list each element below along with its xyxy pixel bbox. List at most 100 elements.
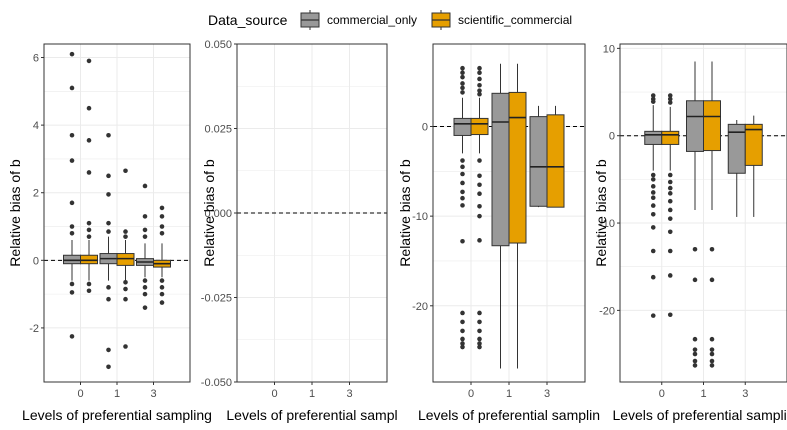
outlier-point	[650, 93, 656, 98]
outlier-point	[123, 234, 128, 239]
x-tick-label: 1	[114, 388, 120, 400]
outlier-point	[477, 336, 482, 342]
box	[744, 123, 763, 166]
outlier-point	[159, 285, 165, 290]
outlier-point	[477, 213, 482, 219]
outlier-point	[69, 290, 75, 295]
outlier-point	[650, 172, 656, 178]
y-tick-label: 4	[33, 120, 39, 132]
y-tick-label: -0.025	[201, 293, 232, 305]
outlier-point	[667, 216, 673, 221]
outlier-point	[667, 179, 673, 185]
outlier-point	[86, 288, 92, 294]
outlier-point	[159, 291, 165, 297]
outlier-point	[477, 191, 482, 197]
outlier-point	[460, 336, 465, 342]
chart-panel-1: -2 0 2 4 6 0 1 3 Levels of preferential sampling…	[7, 43, 212, 423]
y-tick-label: -0.050	[201, 377, 232, 389]
x-tick-label: 3	[150, 388, 156, 400]
outlier-point	[106, 347, 111, 353]
outlier-point	[123, 168, 128, 174]
outlier-point	[106, 220, 111, 226]
outlier-point	[650, 203, 656, 208]
outlier-point	[460, 310, 465, 316]
legend-title: Data_source	[208, 12, 288, 28]
boxplot-commercial_only-0	[63, 51, 81, 339]
outlier-point	[477, 173, 482, 179]
outlier-point	[477, 341, 482, 346]
outlier-point	[692, 363, 698, 368]
y-tick-label: 6	[33, 53, 39, 65]
outlier-point	[650, 184, 656, 189]
outlier-point	[460, 90, 465, 95]
outlier-point	[460, 341, 465, 346]
outlier-point	[159, 230, 165, 236]
outlier-point	[477, 76, 482, 82]
outlier-point	[86, 227, 92, 233]
outlier-point	[692, 351, 698, 357]
boxplot-commercial_only-1	[686, 61, 704, 368]
box	[491, 92, 510, 247]
outlier-point	[460, 180, 465, 186]
x-tick-label: 3	[544, 388, 550, 400]
x-axis-title: Levels of preferential sampl	[226, 407, 397, 423]
outlier-point	[460, 328, 465, 334]
y-tick-label: 0	[33, 255, 39, 267]
outlier-point	[477, 238, 482, 243]
y-axis-title: Relative bias of b	[7, 159, 23, 267]
outlier-point	[709, 358, 715, 364]
outlier-point	[123, 229, 128, 234]
outlier-point	[477, 319, 482, 325]
boxplot-scientific_commercial-3	[153, 205, 171, 305]
outlier-point	[460, 65, 465, 71]
outlier-point	[123, 286, 128, 292]
outlier-point	[692, 246, 698, 252]
outlier-point	[69, 334, 75, 339]
boxplot-scientific_commercial-1	[703, 61, 721, 368]
boxplot-commercial_only-3	[529, 105, 548, 208]
x-axis-title: Levels of preferential samplin	[612, 407, 787, 423]
outlier-point	[86, 138, 92, 143]
outlier-point	[692, 358, 698, 364]
boxplot-scientific_commercial-1	[508, 63, 527, 369]
outlier-point	[477, 310, 482, 316]
outlier-point	[106, 229, 111, 234]
outlier-point	[477, 158, 482, 163]
outlier-point	[142, 278, 148, 283]
outlier-point	[142, 285, 148, 290]
boxplot-scientific_commercial-0	[80, 58, 98, 294]
outlier-point	[460, 195, 465, 201]
outlier-point	[159, 278, 165, 283]
outlier-point	[477, 91, 482, 97]
legend: Data_source commercial_only scientific_co…	[208, 10, 572, 30]
outlier-point	[106, 192, 111, 197]
legend-label: scientific_commercial	[458, 13, 572, 27]
x-tick-label: 0	[77, 388, 83, 400]
outlier-point	[650, 313, 656, 318]
y-tick-label: 2	[33, 188, 39, 200]
outlier-point	[86, 234, 92, 239]
outlier-point	[106, 173, 111, 179]
outlier-point	[667, 248, 673, 254]
boxplot-scientific_commercial-1	[116, 168, 135, 349]
legend-label: commercial_only	[327, 13, 417, 27]
outlier-point	[667, 229, 673, 235]
outlier-point	[86, 170, 92, 175]
outlier-point	[142, 227, 148, 233]
outlier-point	[667, 207, 673, 213]
chart-panel-3: -20 -10 0 0 1 3 Levels of preferential samplin…	[397, 43, 600, 423]
outlier-point	[69, 281, 75, 287]
outlier-point	[460, 81, 465, 86]
x-axis-title: Levels of preferential samplin	[418, 407, 600, 423]
x-tick-label: 3	[346, 388, 352, 400]
outlier-point	[692, 336, 698, 342]
x-tick-label: 3	[742, 388, 748, 400]
outlier-point	[69, 51, 75, 57]
outlier-point	[667, 312, 673, 318]
outlier-point	[709, 277, 715, 283]
outlier-point	[69, 85, 75, 91]
outlier-point	[709, 363, 715, 368]
outlier-point	[86, 281, 92, 287]
outlier-point	[667, 273, 673, 278]
y-tick-label: 0.000	[204, 208, 232, 220]
